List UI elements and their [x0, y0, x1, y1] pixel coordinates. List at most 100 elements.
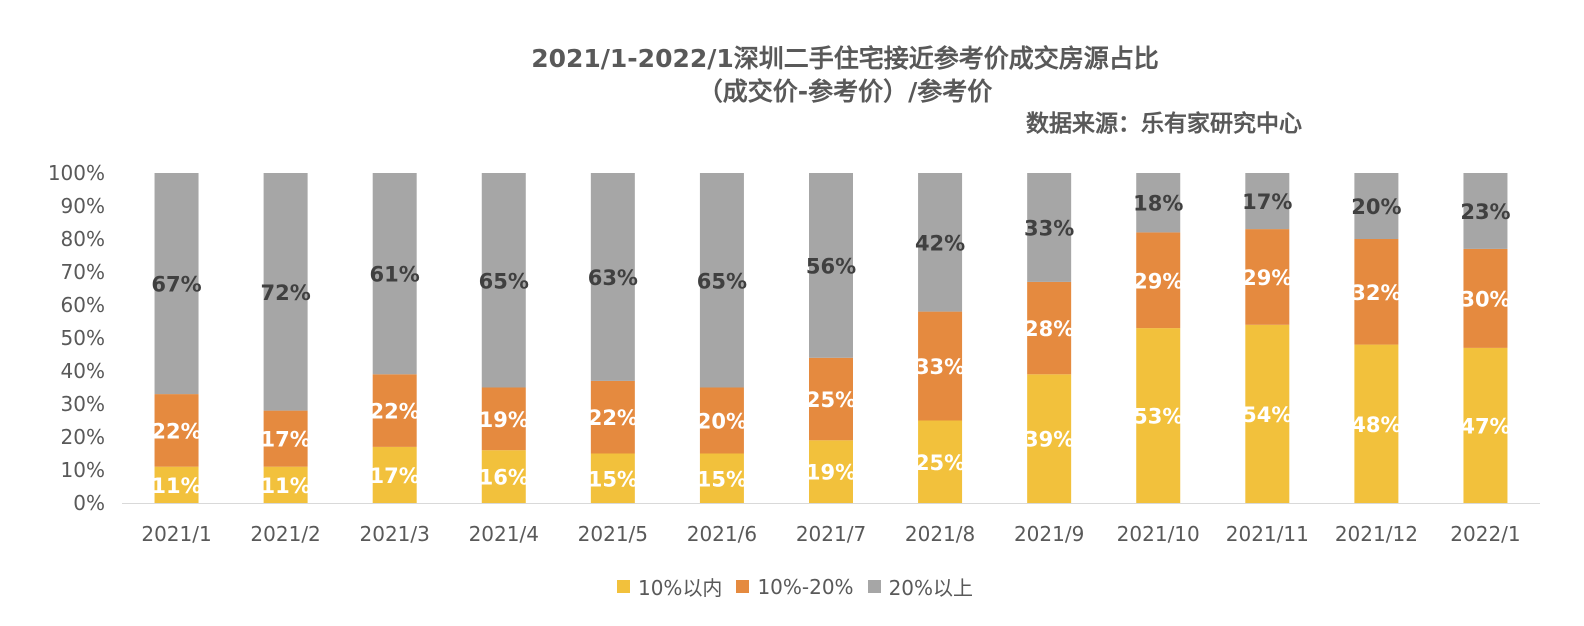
- bar-segment-1: [154, 466, 199, 503]
- data-label: 65%: [697, 269, 747, 293]
- y-tick-label: 80%: [61, 227, 105, 251]
- bar-segment-3: [1027, 173, 1072, 282]
- bar-segment-3: [699, 173, 744, 388]
- data-label: 53%: [1133, 405, 1183, 429]
- y-tick-label: 60%: [61, 293, 105, 317]
- bar-segment-3: [154, 173, 199, 395]
- bar-segment-3: [481, 173, 526, 388]
- y-tick-label: 30%: [61, 392, 105, 416]
- legend-item-above-20[interactable]: 20%以上: [867, 572, 974, 601]
- y-tick-label: 90%: [61, 194, 105, 218]
- data-label: 30%: [1460, 287, 1510, 311]
- bar-segment-1: [263, 466, 308, 503]
- data-label: 61%: [370, 263, 420, 287]
- data-label: 25%: [915, 451, 965, 475]
- legend-swatch: [616, 580, 630, 593]
- x-tick-label: 2021/10: [1117, 522, 1200, 546]
- data-label: 28%: [1024, 317, 1074, 341]
- y-tick-label: 0%: [73, 491, 105, 515]
- x-tick-label: 2021/5: [578, 522, 648, 546]
- bar-segment-2: [1136, 232, 1181, 329]
- bar-segment-2: [1027, 281, 1072, 375]
- bar-segment-3: [372, 173, 417, 375]
- data-label: 56%: [806, 254, 856, 278]
- legend: 10%以内 10%-20% 20%以上: [0, 572, 1584, 601]
- x-tick-label: 2021/4: [469, 522, 539, 546]
- data-label: 16%: [479, 466, 529, 490]
- data-label: 42%: [915, 231, 965, 255]
- y-tick-label: 50%: [61, 326, 105, 350]
- data-label: 29%: [1242, 266, 1292, 290]
- data-label: 23%: [1460, 200, 1510, 224]
- data-label: 72%: [260, 281, 310, 305]
- bar-segment-3: [1245, 173, 1290, 230]
- x-tick-label: 2021/7: [796, 522, 866, 546]
- x-tick-label: 2021/6: [687, 522, 757, 546]
- legend-item-within-10[interactable]: 10%以内: [616, 572, 723, 601]
- data-label: 20%: [697, 410, 747, 434]
- x-tick-label: 2021/1: [141, 522, 211, 546]
- bar-segment-2: [1354, 239, 1399, 345]
- bar-segment-1: [699, 453, 744, 503]
- bar-segment-2: [1245, 229, 1290, 325]
- data-label: 22%: [151, 419, 201, 443]
- legend-item-10-20[interactable]: 10%-20%: [736, 574, 854, 599]
- x-tick-label: 2021/8: [905, 522, 975, 546]
- legend-swatch: [736, 580, 750, 593]
- data-label: 11%: [151, 474, 201, 498]
- legend-label: 10%-20%: [757, 574, 854, 599]
- data-label: 33%: [915, 355, 965, 379]
- data-label: 25%: [806, 388, 856, 412]
- bar-segment-3: [590, 173, 635, 381]
- bar-segment-3: [1136, 173, 1181, 233]
- bar-segment-1: [918, 420, 963, 503]
- data-label: 32%: [1351, 281, 1401, 305]
- data-label: 17%: [370, 464, 420, 488]
- stacked-bar-chart: 0% 10% 20% 30% 40% 50% 60% 70% 80% 90% 100% 11% 22% 6…: [48, 161, 1540, 546]
- data-label: 19%: [479, 408, 529, 432]
- data-label: 48%: [1351, 413, 1401, 437]
- legend-label: 10%以内: [637, 576, 723, 600]
- x-tick-label: 2021/9: [1014, 522, 1084, 546]
- data-label: 33%: [1024, 216, 1074, 240]
- data-label: 17%: [260, 428, 310, 452]
- data-source-note: 数据来源：乐有家研究中心: [1026, 111, 1302, 137]
- bar-segment-2: [154, 394, 199, 467]
- data-label: 65%: [479, 269, 529, 293]
- chart-title: 2021/1-2022/1深圳二手住宅接近参考价成交房源占比: [531, 44, 1159, 73]
- data-label: 39%: [1024, 428, 1074, 452]
- data-label: 22%: [370, 400, 420, 424]
- bar-segment-3: [1354, 173, 1399, 239]
- data-label: 15%: [697, 467, 747, 491]
- bar-segment-1: [1463, 347, 1508, 503]
- bar-segment-2: [1463, 248, 1508, 348]
- data-label: 11%: [260, 474, 310, 498]
- data-label: 67%: [151, 273, 201, 297]
- x-tick-label: 2021/12: [1335, 522, 1418, 546]
- bar-segment-1: [481, 450, 526, 503]
- chart-subtitle: （成交价-参考价）/参考价: [697, 77, 993, 106]
- x-tick-label: 2021/3: [360, 522, 430, 546]
- bar-segment-1: [1354, 344, 1399, 503]
- data-label: 19%: [806, 461, 856, 485]
- bar-segment-3: [263, 173, 308, 411]
- bar-segment-2: [590, 380, 635, 454]
- legend-label: 20%以上: [888, 576, 974, 600]
- bar-segment-2: [699, 387, 744, 454]
- y-tick-label: 100%: [48, 161, 105, 185]
- bar-segment-2: [372, 374, 417, 447]
- bar-segment-2: [263, 410, 308, 467]
- x-tick-label: 2022/1: [1450, 522, 1520, 546]
- data-label: 54%: [1242, 403, 1292, 427]
- data-label: 29%: [1133, 269, 1183, 293]
- y-tick-label: 20%: [61, 425, 105, 449]
- data-label: 22%: [588, 406, 638, 430]
- y-tick-label: 40%: [61, 359, 105, 383]
- legend-swatch: [867, 580, 881, 593]
- data-label: 20%: [1351, 195, 1401, 219]
- bar-segment-3: [809, 173, 853, 358]
- bar-segment-1: [1245, 324, 1290, 503]
- y-tick-label: 70%: [61, 260, 105, 284]
- data-label: 18%: [1133, 192, 1183, 216]
- data-label: 63%: [588, 266, 638, 290]
